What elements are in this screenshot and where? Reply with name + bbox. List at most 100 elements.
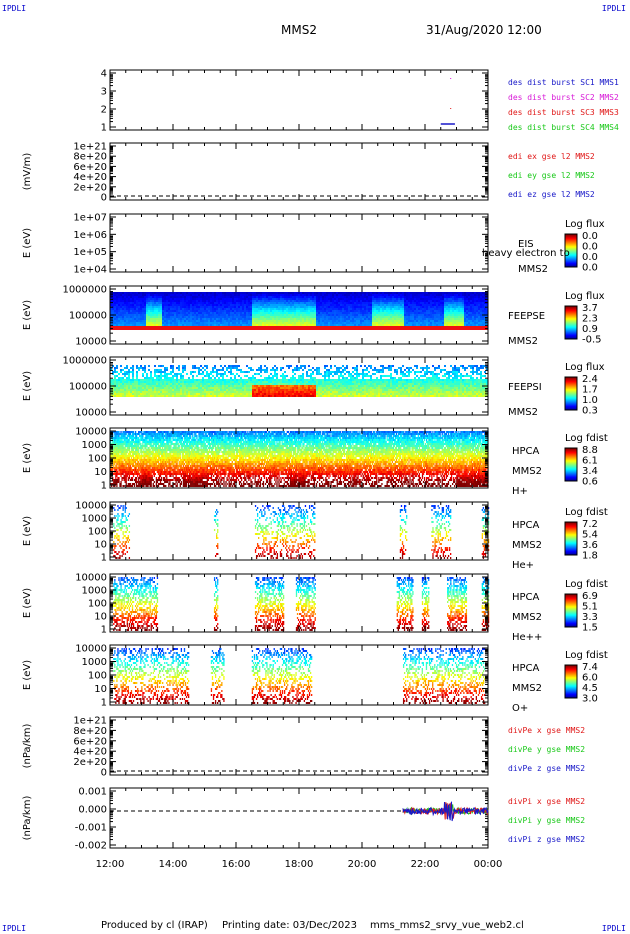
spectrogram-cell: [340, 296, 342, 298]
spectrogram-cell: [270, 320, 272, 322]
spectrogram-cell: [378, 324, 380, 326]
spectrogram-cell: [180, 393, 182, 395]
spectrogram-cell: [194, 389, 196, 391]
spectrogram-cell: [152, 391, 154, 393]
spectrogram-cell: [218, 391, 220, 393]
spectrogram-cell: [114, 322, 116, 324]
spectrogram-cell: [404, 316, 406, 318]
spectrogram-cell: [422, 320, 424, 322]
spectrogram-cell: [188, 379, 190, 381]
spectrogram-cell: [126, 320, 128, 322]
spectrogram-cell: [222, 381, 224, 383]
spectrogram-cell: [264, 296, 266, 298]
spectrogram-cell: [244, 395, 246, 397]
spectrogram-cell: [192, 298, 194, 300]
spectrogram-cell: [144, 371, 146, 373]
spectrogram-cell: [290, 308, 292, 310]
spectrogram-cell: [438, 304, 440, 306]
spectrogram-cell: [190, 379, 192, 381]
spectrogram-cell: [276, 294, 278, 296]
spectrogram-cell: [222, 389, 224, 391]
spectrogram-cell: [202, 300, 204, 302]
spectrogram-cell: [374, 324, 376, 326]
spectrogram-cell: [244, 308, 246, 310]
spectrogram-cell: [206, 320, 208, 322]
spectrogram-cell: [308, 385, 310, 387]
spectrogram-cell: [162, 371, 164, 373]
spectrogram-cell: [136, 310, 138, 312]
spectrogram-cell: [346, 314, 348, 316]
spectrogram-cell: [482, 324, 484, 326]
spectrogram-cell: [204, 391, 206, 393]
spectrogram-cell: [444, 304, 446, 306]
spectrogram-cell: [464, 306, 466, 308]
spectrogram-cell: [430, 310, 432, 312]
colorbar-segment: [565, 249, 577, 250]
spectrogram-cell: [178, 389, 180, 391]
spectrogram-cell: [376, 294, 378, 296]
spectrogram-cell: [290, 300, 292, 302]
spectrogram-cell: [352, 308, 354, 310]
spectrogram-cell: [174, 294, 176, 296]
spectrogram-cell: [426, 310, 428, 312]
spectrogram-cell: [320, 298, 322, 300]
spectrogram-cell: [204, 365, 206, 367]
spectrogram-cell: [276, 304, 278, 306]
spectrogram-cell: [148, 377, 150, 379]
spectrogram-cell: [148, 310, 150, 312]
spectrogram-cell: [208, 387, 210, 389]
spectrogram-cell: [258, 306, 260, 308]
spectrogram-cell: [302, 316, 304, 318]
spectrogram-cell: [226, 312, 228, 314]
spectrogram-cell: [244, 391, 246, 393]
spectrogram-cell: [286, 316, 288, 318]
spectrogram-cell: [480, 294, 482, 296]
spectrogram-cell: [412, 316, 414, 318]
spectrogram-cell: [118, 296, 120, 298]
spectrogram-cell: [442, 300, 444, 302]
spectrogram-cell: [118, 393, 120, 395]
spectrogram-cell: [388, 300, 390, 302]
spectrogram-cell: [292, 318, 294, 320]
spectrogram-cell: [244, 379, 246, 381]
spectrogram-cell: [394, 302, 396, 304]
spectrogram-cell: [224, 306, 226, 308]
spectrogram-cell: [154, 324, 156, 326]
spectrogram-cell: [216, 379, 218, 381]
spectrogram-cell: [160, 298, 162, 300]
spectrogram-cell: [290, 387, 292, 389]
spectrogram-cell: [184, 383, 186, 385]
spectrogram-cell: [202, 371, 204, 373]
spectrogram-cell: [412, 314, 414, 316]
spectrogram-cell: [266, 322, 268, 324]
spectrogram-cell: [298, 316, 300, 318]
spectrogram-cell: [378, 308, 380, 310]
spectrogram-cell: [174, 316, 176, 318]
spectrogram-cell: [216, 316, 218, 318]
spectrogram-cell: [476, 302, 478, 304]
spectrogram-cell: [374, 312, 376, 314]
spectrogram-cell: [178, 385, 180, 387]
spectrogram-cell: [438, 324, 440, 326]
spectrogram-cell: [162, 322, 164, 324]
spectrogram-cell: [486, 304, 488, 306]
spectrogram-cell: [146, 310, 148, 312]
spectrogram-cell: [134, 393, 136, 395]
spectrogram-cell: [326, 314, 328, 316]
spectrogram-cell: [406, 312, 408, 314]
spectrogram-cell: [356, 314, 358, 316]
spectrogram-cell: [242, 387, 244, 389]
spectrogram-cell: [234, 391, 236, 393]
spectrogram-cell: [242, 320, 244, 322]
spectrogram-cell: [220, 391, 222, 393]
corner-label-bottom-right: IPDLI: [602, 924, 626, 933]
spectrogram-cell: [176, 298, 178, 300]
spectrogram-cell: [178, 373, 180, 375]
spectrogram-cell: [436, 322, 438, 324]
spectrogram-cell: [392, 296, 394, 298]
spectrogram-cell: [302, 296, 304, 298]
spectrogram-cell: [172, 381, 174, 383]
spectrogram-cell: [140, 300, 142, 302]
spectrogram-cell: [110, 383, 112, 385]
spectrogram-cell: [190, 389, 192, 391]
